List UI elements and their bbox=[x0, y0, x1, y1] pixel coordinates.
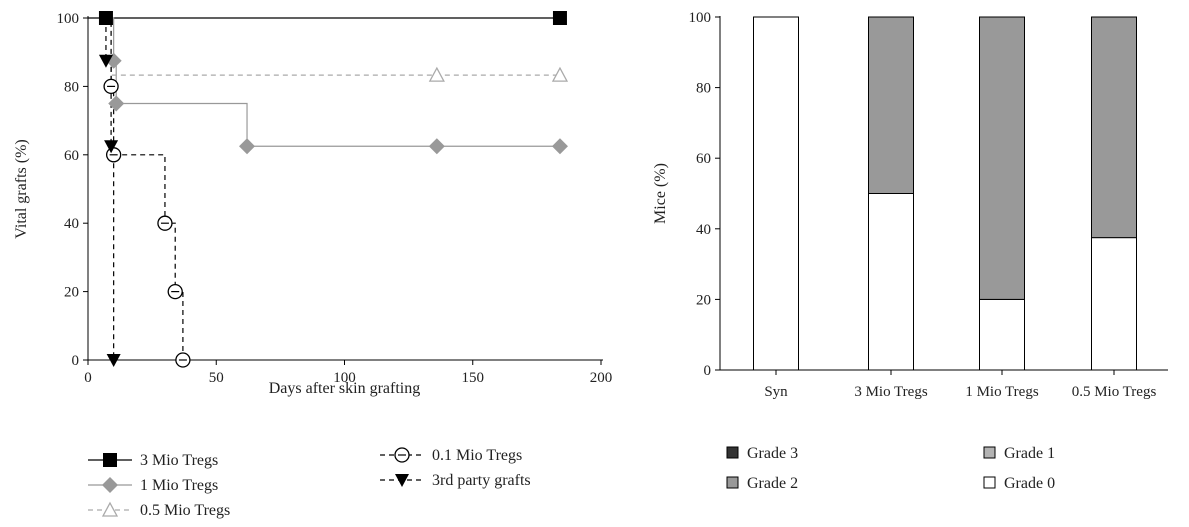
km-point-0-1 bbox=[552, 11, 567, 25]
bar-0-0 bbox=[753, 16, 799, 371]
bar-legend-label-0: Grade 0 bbox=[1004, 475, 1055, 492]
bar-legend-label-1: Grade 1 bbox=[1004, 445, 1055, 462]
km-legend-label-3: 0.1 Mio Tregs bbox=[432, 447, 522, 464]
km-y-axis-label: Vital grafts (%) bbox=[13, 139, 30, 238]
bar-1-0 bbox=[868, 193, 914, 371]
km-point-4-0 bbox=[98, 54, 113, 68]
km-point-1-3 bbox=[428, 138, 445, 155]
km-x-tick-label: 50 bbox=[209, 370, 224, 386]
km-point-4-1 bbox=[104, 140, 119, 154]
bar-legend-swatch-0 bbox=[983, 476, 996, 489]
bar-legend-label-3: Grade 3 bbox=[747, 445, 798, 462]
km-legend-label-2: 0.5 Mio Tregs bbox=[140, 502, 230, 519]
bar-y-tick-label: 20 bbox=[696, 292, 711, 308]
km-x-axis-label: Days after skin grafting bbox=[269, 380, 421, 397]
km-legend-label-0: 3 Mio Tregs bbox=[140, 452, 218, 469]
km-point-2-1 bbox=[551, 66, 569, 82]
bar-1-2 bbox=[868, 16, 914, 194]
km-legend-marker-0 bbox=[103, 453, 117, 467]
bar-3-0 bbox=[1091, 237, 1137, 371]
km-line-2 bbox=[105, 17, 560, 76]
km-line-3 bbox=[105, 17, 184, 360]
km-y-tick-label: 60 bbox=[64, 148, 79, 164]
bar-2-2 bbox=[979, 16, 1025, 300]
km-y-tick-label: 100 bbox=[57, 11, 80, 27]
bar-category-label-1: 3 Mio Tregs bbox=[854, 384, 928, 400]
km-point-4-2 bbox=[106, 354, 121, 367]
bar-3-2 bbox=[1091, 16, 1137, 239]
km-point-1-1 bbox=[108, 95, 125, 112]
km-y-tick-label: 40 bbox=[64, 216, 79, 232]
km-x-tick-label: 100 bbox=[333, 370, 356, 386]
km-line-1 bbox=[105, 17, 560, 147]
bar-y-tick-label: 100 bbox=[689, 10, 712, 26]
bar-legend-label-2: Grade 2 bbox=[747, 475, 798, 492]
bar-category-label-0: Syn bbox=[764, 384, 788, 400]
bar-2-0 bbox=[979, 298, 1025, 371]
km-x-tick-label: 0 bbox=[84, 370, 92, 386]
km-point-0-0 bbox=[98, 11, 113, 25]
km-x-tick-label: 150 bbox=[462, 370, 485, 386]
bar-y-tick-label: 40 bbox=[696, 222, 711, 238]
bar-legend-swatch-2 bbox=[726, 476, 739, 489]
km-y-tick-label: 80 bbox=[64, 79, 79, 95]
bar-legend-swatch-3 bbox=[726, 446, 739, 459]
bar-y-tick-label: 80 bbox=[696, 81, 711, 97]
bar-y-tick-label: 60 bbox=[696, 151, 711, 167]
km-legend-marker-2 bbox=[101, 501, 119, 517]
km-y-tick-label: 20 bbox=[64, 285, 79, 301]
km-point-1-4 bbox=[551, 138, 568, 155]
bar-legend-swatch-1 bbox=[983, 446, 996, 459]
bar-category-label-3: 0.5 Mio Tregs bbox=[1072, 384, 1157, 400]
km-y-tick-label: 0 bbox=[72, 353, 80, 369]
bar-y-tick-label: 0 bbox=[704, 363, 712, 379]
km-line-4 bbox=[105, 18, 115, 360]
bar-y-axis-label: Mice (%) bbox=[652, 163, 669, 224]
km-legend-label-4: 3rd party grafts bbox=[432, 472, 531, 489]
km-legend-marker-4 bbox=[395, 474, 409, 487]
km-legend-marker-1 bbox=[102, 477, 118, 493]
km-x-tick-label: 200 bbox=[590, 370, 613, 386]
bar-category-label-2: 1 Mio Tregs bbox=[965, 384, 1039, 400]
km-point-2-0 bbox=[428, 66, 445, 82]
km-legend-label-1: 1 Mio Tregs bbox=[140, 477, 218, 494]
km-point-1-2 bbox=[239, 138, 256, 155]
